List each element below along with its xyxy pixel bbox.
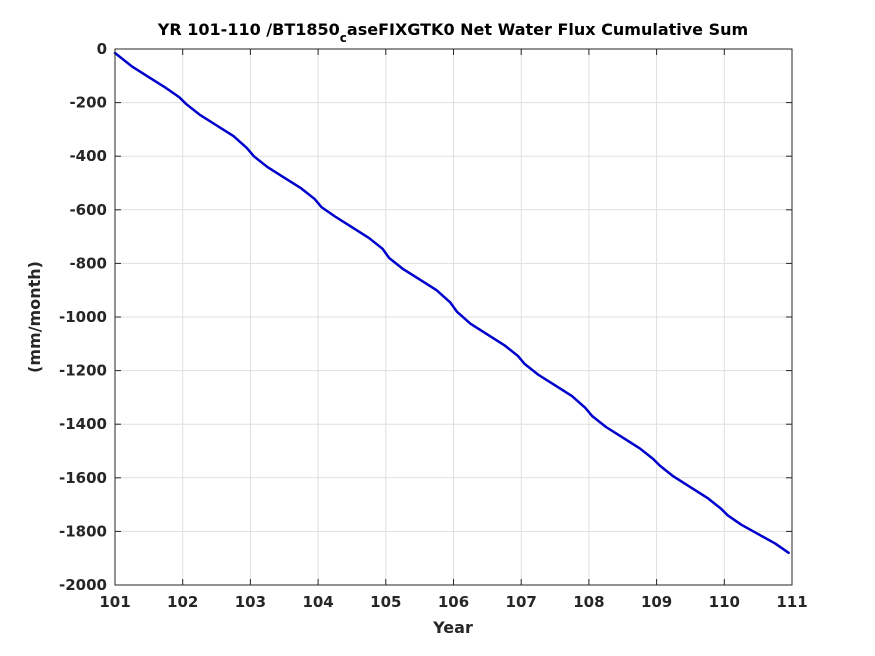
y-tick-label: -200 <box>69 94 107 112</box>
x-tick-labels: 101 102 103 104 105 106 107 108 109 110 111 <box>99 593 807 611</box>
x-tick-label: 102 <box>167 593 198 611</box>
y-axis-label: (mm/month) <box>25 261 44 373</box>
x-tick-label: 105 <box>370 593 401 611</box>
x-tick-label: 110 <box>709 593 740 611</box>
y-tick-label: -1600 <box>59 469 107 487</box>
y-tick-label: -600 <box>69 201 107 219</box>
y-tick-label: 0 <box>97 40 107 58</box>
x-tick-label: 106 <box>438 593 469 611</box>
x-axis-label: Year <box>432 618 473 637</box>
y-tick-label: -800 <box>69 254 107 272</box>
series-layer <box>113 51 790 555</box>
y-tick-label: -1000 <box>59 308 107 326</box>
tick-marks <box>114 48 793 586</box>
series-line <box>113 51 790 555</box>
chart-title-subscript: c <box>340 31 347 45</box>
y-tick-label: -1400 <box>59 415 107 433</box>
chart-title: YR 101-110 /BT1850caseFIXGTK0 Net Water … <box>157 20 748 45</box>
x-tick-label: 104 <box>302 593 333 611</box>
x-tick-label: 103 <box>235 593 266 611</box>
x-tick-label: 108 <box>573 593 604 611</box>
x-tick-label: 107 <box>506 593 537 611</box>
x-tick-label: 101 <box>99 593 130 611</box>
x-tick-label: 111 <box>776 593 807 611</box>
y-tick-label: -2000 <box>59 576 107 594</box>
y-tick-labels: 0 -200 -400 -600 -800 -1000 -1200 -1400 -1600 -18… <box>59 40 107 594</box>
grid-lines <box>115 49 792 585</box>
y-tick-label: -1200 <box>59 362 107 380</box>
y-tick-label: -400 <box>69 147 107 165</box>
x-tick-label: 109 <box>641 593 672 611</box>
y-tick-label: -1800 <box>59 522 107 540</box>
